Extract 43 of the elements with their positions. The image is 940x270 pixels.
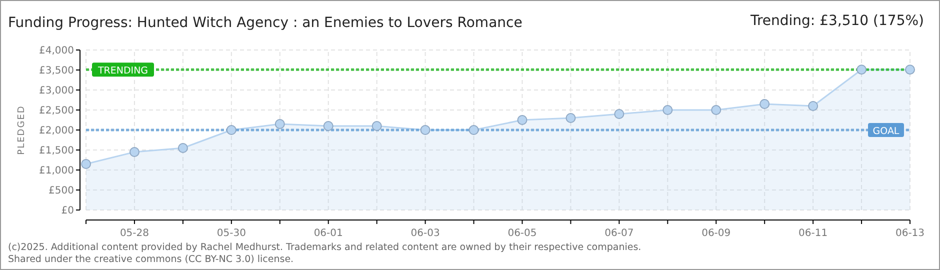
point bbox=[420, 125, 430, 135]
text: (c)2025. Additional content provided by Rachel Medhurst. Trademarks and related content are owned by their respective companies. bbox=[8, 242, 642, 253]
y-tick-label: £1,500 bbox=[39, 146, 74, 156]
point bbox=[711, 105, 722, 115]
ref-line-label: GOAL bbox=[872, 126, 900, 137]
point bbox=[468, 125, 479, 135]
point bbox=[178, 143, 188, 153]
y-tick-label: £3,000 bbox=[39, 86, 74, 96]
point bbox=[81, 159, 91, 169]
text: Shared under the creative commons (CC BY-NC 3.0) license. bbox=[8, 254, 294, 265]
point bbox=[274, 119, 285, 129]
point bbox=[372, 121, 382, 131]
y-tick-label: £1,000 bbox=[39, 166, 74, 176]
x-tick-label: 06-05 bbox=[508, 228, 537, 239]
point bbox=[760, 99, 770, 109]
point bbox=[226, 125, 236, 135]
x-tick-label: 06-11 bbox=[798, 228, 828, 239]
x-tick-label: 05-28 bbox=[120, 228, 149, 239]
point bbox=[856, 64, 867, 75]
point bbox=[566, 113, 576, 123]
point bbox=[323, 121, 334, 131]
point bbox=[662, 105, 673, 115]
x-tick-label: 06-13 bbox=[895, 228, 925, 239]
x-tick-label: 05-30 bbox=[216, 228, 246, 239]
point bbox=[129, 147, 140, 157]
y-tick-label: £500 bbox=[48, 186, 74, 196]
x-tick-label: 06-09 bbox=[702, 228, 731, 239]
chart-title: Funding Progress: Hunted Witch Agency : an Enemies to Lovers Romance bbox=[8, 15, 522, 31]
x-tick-label: 06-07 bbox=[604, 228, 634, 239]
point bbox=[517, 115, 528, 125]
y-tick-label: £0 bbox=[61, 206, 74, 216]
chart-subtitle: Trending: £3,510 (175%) bbox=[749, 13, 924, 29]
point bbox=[614, 109, 624, 119]
x-tick-label: 06-01 bbox=[314, 228, 343, 239]
point bbox=[808, 101, 818, 111]
ref-line-label: TRENDING bbox=[96, 66, 148, 77]
x-tick-label: 06-03 bbox=[410, 228, 440, 239]
point bbox=[905, 64, 915, 75]
y-tick-label: £2,500 bbox=[39, 106, 74, 116]
y-tick-label: £4,000 bbox=[39, 46, 74, 56]
y-tick-label: £3,500 bbox=[39, 66, 74, 76]
y-tick-label: £2,000 bbox=[39, 126, 74, 136]
y-axis-title: PLEDGED bbox=[17, 105, 27, 155]
